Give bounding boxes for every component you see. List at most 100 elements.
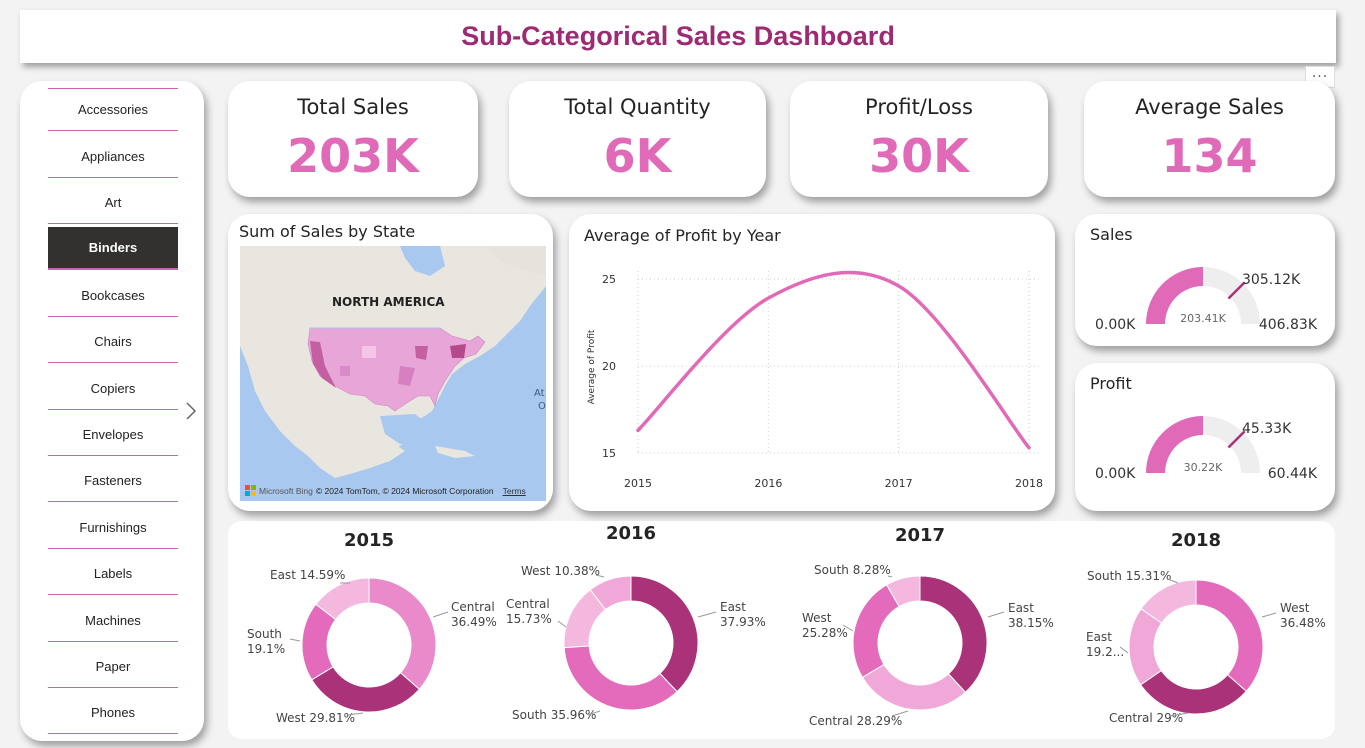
state-highlight-1: [310, 341, 336, 388]
slicer-item-labels[interactable]: Labels: [48, 552, 178, 595]
donut-slice-west: [589, 575, 632, 611]
slicer-item-fasteners[interactable]: Fasteners: [48, 459, 178, 502]
donut-slice-west: [852, 584, 900, 679]
donut-data-label: East 37.93%: [720, 600, 766, 629]
map-visual: Sum of Sales by State NORTH AMERICA At O…: [228, 214, 553, 511]
gauge-target-label: 305.12K: [1242, 272, 1301, 288]
slicer-item-chairs[interactable]: Chairs: [48, 320, 178, 363]
land-mexico: [310, 406, 405, 468]
donut-slice-central: [368, 577, 437, 690]
kpi-label: Profit/Loss: [865, 95, 973, 119]
donut-leader-line: [1169, 712, 1189, 717]
donut-slice-south: [886, 575, 921, 608]
kpi-label: Average Sales: [1135, 95, 1284, 119]
donut-canvas[interactable]: 2015 Central 36.49% West 29.81% South 19.1% Ea…: [228, 521, 1335, 739]
slicer-item-art[interactable]: Art: [48, 181, 178, 224]
donut-slice-south: [563, 645, 678, 711]
kpi-value: 134: [1161, 129, 1258, 183]
line-chart-ylabel: Average of Profit: [587, 329, 597, 404]
state-highlight-3: [415, 346, 428, 360]
donut-data-label: South 35.96%: [512, 708, 596, 722]
donut-slice-west: [1195, 579, 1264, 692]
kpi-total-quantity: Total Quantity 6K: [509, 81, 766, 197]
state-highlight-2: [450, 344, 466, 358]
donut-data-label: Central 15.73%: [506, 597, 552, 626]
donut-leader-line: [697, 611, 717, 618]
gauge-canvas[interactable]: 203.41K 0.00K 406.83K 305.12K: [1075, 214, 1335, 346]
donut-data-label: West 25.28%: [802, 611, 848, 640]
donut-data-label: East 38.15%: [1008, 601, 1054, 630]
donut-data-label: South 8.28%: [814, 563, 891, 577]
donut-title: 2015: [344, 530, 394, 551]
donut-leader-line: [1261, 612, 1277, 618]
x-tick-label: 2017: [885, 477, 913, 490]
state-highlight-4: [398, 366, 415, 386]
gauge-target-marker: [1227, 281, 1246, 300]
dashboard-title-bar: Sub-Categorical Sales Dashboard: [20, 10, 1336, 63]
state-highlight-6: [340, 366, 350, 376]
donut-leader-line: [987, 611, 1005, 618]
line-chart-title: Average of Profit by Year: [584, 226, 781, 245]
donut-data-label: South 15.31%: [1087, 569, 1171, 583]
kpi-label: Total Quantity: [564, 95, 711, 119]
donut-data-label: East 19.2...: [1086, 630, 1124, 659]
land-caribbean: [435, 446, 475, 458]
chevron-right-icon[interactable]: [183, 400, 199, 422]
gauge-sales-visual: Sales 203.41K 0.00K 406.83K 305.12K: [1075, 214, 1335, 346]
ocean-label-2: O: [538, 401, 546, 412]
gauge-profit-visual: Profit 30.22K 0.00K 60.44K 45.33K: [1075, 363, 1335, 511]
gulf-of-mexico: [380, 414, 430, 444]
land-greenland: [485, 246, 546, 276]
kpi-value: 203K: [287, 129, 419, 183]
microsoft-logo-icon: [245, 485, 256, 496]
y-tick-label: 25: [602, 273, 616, 286]
donut-leader-line: [587, 710, 601, 716]
slicer-item-accessories[interactable]: Accessories: [48, 88, 178, 131]
map-terms-link[interactable]: Terms: [502, 485, 526, 496]
kpi-average-sales: Average Sales 134: [1084, 81, 1335, 197]
gauge-value-label: 203.41K: [1180, 312, 1226, 325]
gauge-max-label: 60.44K: [1268, 466, 1318, 482]
gauge-target-marker: [1227, 430, 1246, 449]
slicer-item-copiers[interactable]: Copiers: [48, 367, 178, 410]
gauge-title: Profit: [1090, 374, 1132, 393]
donut-title: 2018: [1171, 530, 1221, 551]
donut-slice-east: [919, 575, 988, 693]
slicer-item-binders[interactable]: Binders: [48, 227, 178, 270]
donut-leader-line: [557, 620, 567, 628]
donut-data-label: Central 29%: [1109, 711, 1183, 725]
line-chart-canvas[interactable]: Average of Profit 15 20 25 2015 2016 2017 2018: [569, 214, 1055, 511]
donut-slice-central: [861, 663, 967, 711]
donut-data-label: West 10.38%: [521, 564, 600, 578]
donut-title: 2016: [606, 523, 656, 544]
gauge-canvas[interactable]: 30.22K 0.00K 60.44K 45.33K: [1075, 363, 1335, 511]
gauge-fill: [1146, 267, 1203, 324]
donut-leader-line: [1119, 646, 1129, 654]
x-tick-label: 2016: [754, 477, 782, 490]
donut-data-label: Central 36.49%: [451, 600, 497, 629]
donut-title: 2017: [895, 525, 945, 546]
kpi-label: Total Sales: [297, 95, 409, 119]
y-tick-label: 15: [602, 447, 616, 460]
line-series: [636, 270, 1031, 450]
x-tick-label: 2018: [1015, 477, 1043, 490]
donut-slice-south: [1140, 579, 1197, 624]
donut-slice-central: [1139, 669, 1248, 715]
map-area[interactable]: NORTH AMERICA At O Microsoft Bing © 2024…: [240, 246, 546, 501]
slicer-item-furnishings[interactable]: Furnishings: [48, 506, 178, 549]
slicer-item-machines[interactable]: Machines: [48, 599, 178, 642]
donut-panel: 2015 Central 36.49% West 29.81% South 19.1% Ea…: [228, 521, 1335, 739]
state-highlight-5: [362, 346, 376, 358]
slicer-item-bookcases[interactable]: Bookcases: [48, 274, 178, 317]
gauge-max-label: 406.83K: [1259, 317, 1318, 333]
slicer-item-paper[interactable]: Paper: [48, 645, 178, 688]
slicer-item-appliances[interactable]: Appliances: [48, 135, 178, 178]
donut-data-label: South 19.1%: [247, 627, 285, 656]
donut-leader-line: [432, 611, 449, 618]
kpi-total-sales: Total Sales 203K: [228, 81, 478, 197]
subcategory-slicer: Accessories Appliances Art Binders Bookcases…: [20, 81, 204, 741]
gauge-fill: [1146, 416, 1203, 473]
donut-slice-east: [315, 577, 370, 621]
slicer-item-phones[interactable]: Phones: [48, 691, 178, 734]
slicer-item-envelopes[interactable]: Envelopes: [48, 413, 178, 456]
